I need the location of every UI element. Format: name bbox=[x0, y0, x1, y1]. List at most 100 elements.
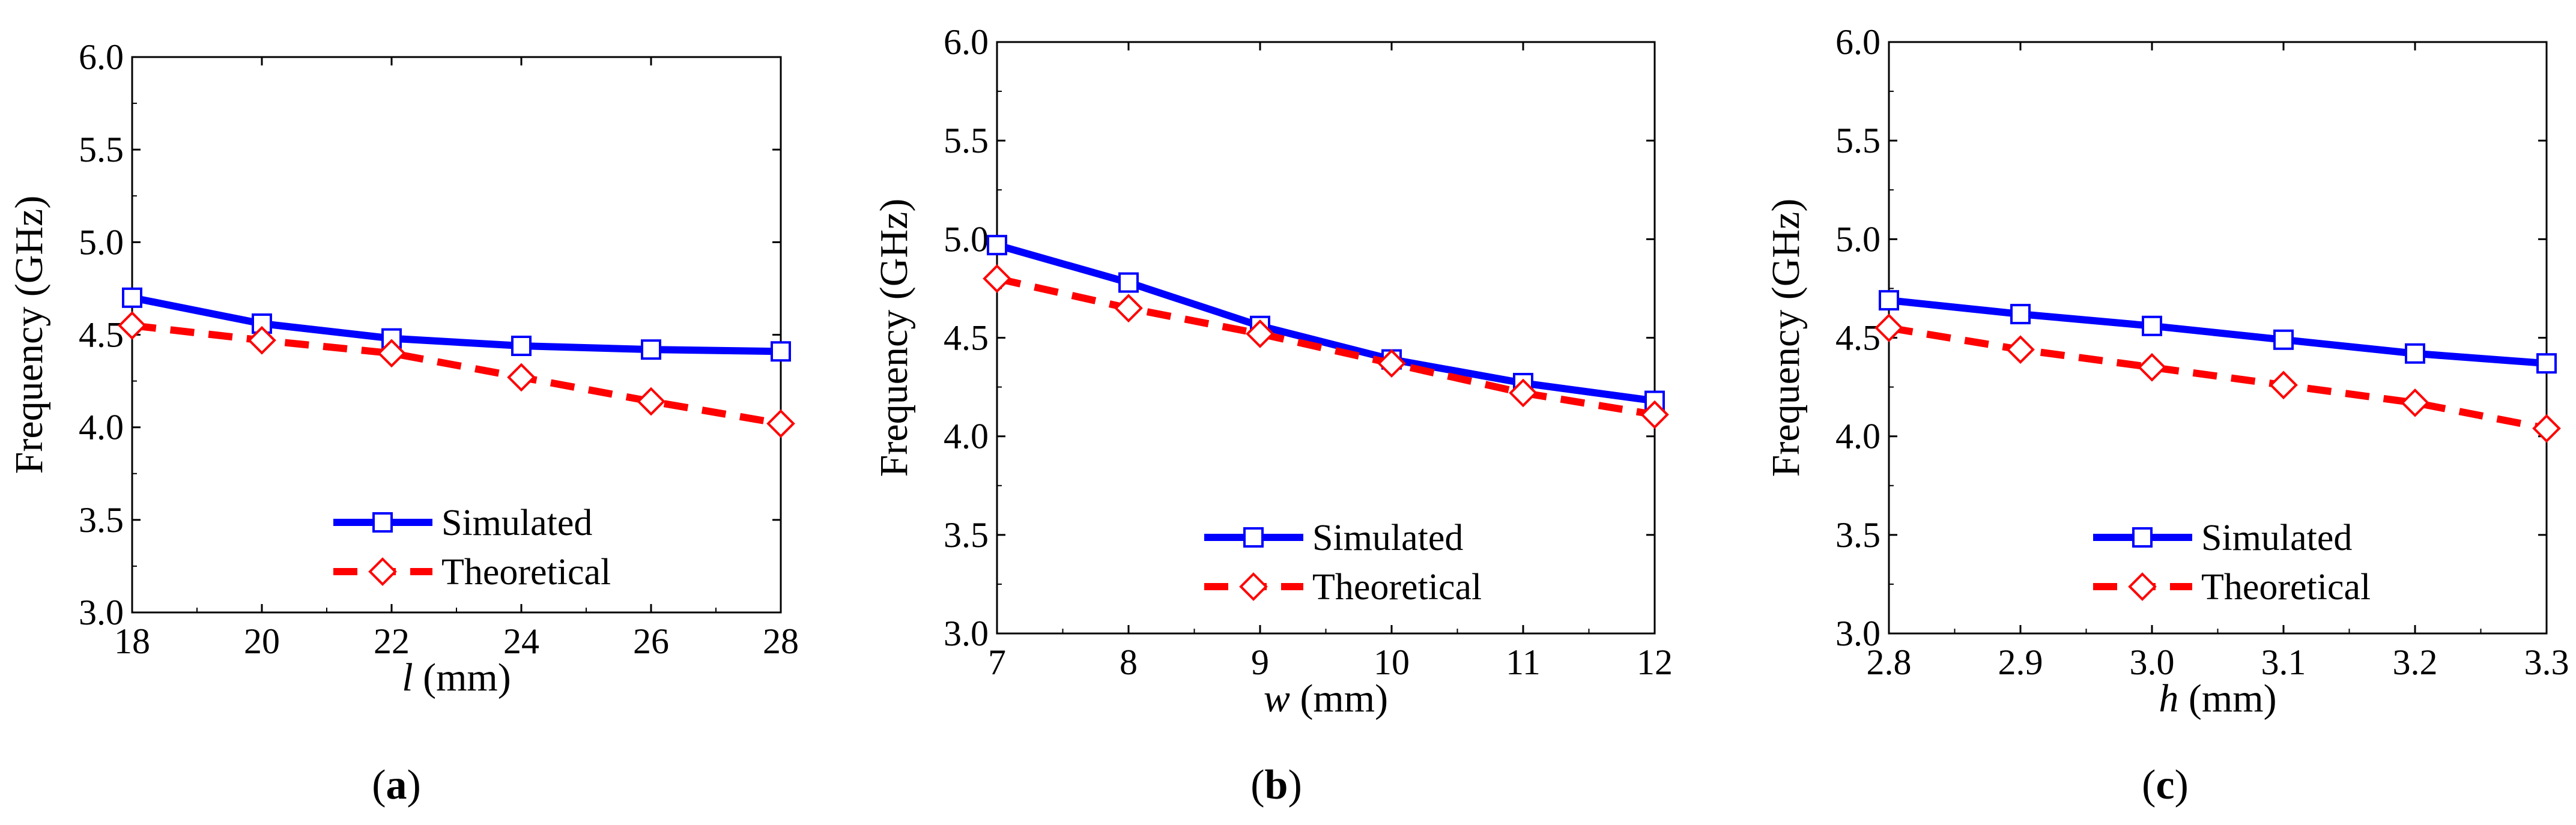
data-point-simulated bbox=[1118, 272, 1139, 293]
x-tick-label: 3.1 bbox=[2261, 642, 2306, 682]
x-tick-label: 3.3 bbox=[2524, 642, 2569, 682]
data-point-theoretical bbox=[637, 387, 665, 416]
series-line-theoretical bbox=[996, 275, 1655, 419]
y-tick-label: 5.0 bbox=[1835, 219, 1880, 259]
x-axis-variable: h bbox=[2159, 677, 2178, 721]
x-axis-unit: (mm) bbox=[413, 656, 511, 700]
data-point-theoretical bbox=[2532, 414, 2561, 443]
x-tick-label: 2.8 bbox=[1867, 642, 1912, 682]
series-line-simulated bbox=[1888, 297, 2547, 367]
y-tick-label: 5.5 bbox=[944, 121, 989, 160]
y-tick-label: 6.0 bbox=[79, 37, 124, 77]
chart-panel-a: 3.0 3.5 4.0 4.5 5.0 5.5 6.0 18 20 22 24 26 28 Frequen… bbox=[7, 37, 799, 808]
x-tick-label: 18 bbox=[114, 621, 150, 661]
x-axis-variable: w bbox=[1264, 677, 1290, 721]
legend-marker-theoretical bbox=[1239, 572, 1268, 601]
data-point-theoretical bbox=[2006, 335, 2035, 364]
data-point-simulated bbox=[122, 287, 142, 308]
y-tick-label: 5.0 bbox=[79, 222, 124, 262]
x-tick-label: 11 bbox=[1506, 642, 1541, 682]
y-axis-label: Frequency (GHz) bbox=[872, 199, 916, 477]
panel-label-letter: c bbox=[2156, 762, 2174, 808]
legend-marker-simulated bbox=[2132, 527, 2153, 548]
data-point-theoretical bbox=[1246, 319, 1274, 348]
data-point-simulated bbox=[2273, 329, 2294, 350]
x-axis-label: h (mm) bbox=[2159, 677, 2276, 721]
chart-panel-b: 3.0 3.5 4.0 4.5 5.0 5.5 6.0 7 8 9 10 11 12 Frequency … bbox=[872, 22, 1673, 808]
x-tick-label: 24 bbox=[503, 621, 539, 661]
x-tick-label: 12 bbox=[1637, 642, 1673, 682]
panel-label: (c) bbox=[2142, 762, 2189, 808]
legend-label-simulated: Simulated bbox=[1312, 518, 1463, 558]
x-axis-label: w (mm) bbox=[1264, 677, 1388, 721]
series-line-simulated bbox=[996, 241, 1655, 405]
data-point-theoretical bbox=[118, 311, 147, 340]
x-axis-unit: (mm) bbox=[2178, 677, 2276, 721]
data-point-simulated bbox=[2010, 304, 2031, 325]
data-point-simulated bbox=[641, 339, 661, 360]
legend-marker-simulated bbox=[372, 512, 393, 533]
legend-label-simulated: Simulated bbox=[441, 503, 592, 543]
panel-label-open: ( bbox=[2142, 762, 2156, 808]
data-point-simulated bbox=[987, 235, 1007, 256]
data-point-simulated bbox=[1879, 290, 1899, 311]
y-tick-label: 4.0 bbox=[944, 417, 989, 456]
chart-panel-c: 3.0 3.5 4.0 4.5 5.0 5.5 6.0 2.8 2.9 3.0 3.1 3.2 3.3 F… bbox=[1764, 22, 2569, 808]
legend-marker-simulated bbox=[1243, 527, 1264, 548]
data-point-theoretical bbox=[2401, 388, 2429, 417]
legend-marker-theoretical bbox=[2128, 572, 2157, 601]
data-point-theoretical bbox=[1114, 294, 1143, 323]
x-tick-label: 22 bbox=[374, 621, 410, 661]
series-line-simulated bbox=[131, 294, 781, 355]
y-tick-label: 4.0 bbox=[79, 408, 124, 447]
panel-label-letter: a bbox=[386, 762, 407, 808]
x-tick-label: 3.0 bbox=[2130, 642, 2175, 682]
panel-label-close: ) bbox=[407, 762, 421, 808]
x-tick-label: 10 bbox=[1374, 642, 1410, 682]
x-tick-label: 26 bbox=[633, 621, 669, 661]
y-tick-label: 6.0 bbox=[1835, 22, 1880, 62]
y-tick-label: 3.5 bbox=[1835, 515, 1880, 555]
y-tick-label: 5.5 bbox=[1835, 121, 1880, 160]
data-point-theoretical bbox=[1377, 349, 1406, 378]
data-point-theoretical bbox=[377, 339, 406, 368]
panel-label-open: ( bbox=[1250, 762, 1264, 808]
legend-label-theoretical: Theoretical bbox=[441, 552, 611, 593]
series-line-theoretical bbox=[1888, 324, 2548, 432]
y-axis-label: Frequency (GHz) bbox=[7, 196, 51, 474]
x-tick-label: 8 bbox=[1120, 642, 1138, 682]
y-tick-label: 3.0 bbox=[79, 593, 124, 632]
panel-label-letter: b bbox=[1265, 762, 1288, 808]
legend-label-simulated: Simulated bbox=[2201, 518, 2352, 558]
x-tick-label: 2.9 bbox=[1998, 642, 2043, 682]
panel-label-close: ) bbox=[2175, 762, 2189, 808]
data-point-theoretical bbox=[247, 325, 276, 355]
x-axis-label: l (mm) bbox=[402, 656, 511, 700]
data-point-theoretical bbox=[1874, 313, 1903, 342]
data-point-theoretical bbox=[983, 264, 1011, 293]
y-tick-label: 5.5 bbox=[79, 130, 124, 169]
data-point-theoretical bbox=[1509, 378, 1538, 408]
panel-label-open: ( bbox=[372, 762, 386, 808]
x-axis-variable: l bbox=[402, 656, 413, 700]
y-tick-label: 4.5 bbox=[1835, 318, 1880, 358]
x-tick-label: 20 bbox=[244, 621, 280, 661]
x-tick-label: 3.2 bbox=[2393, 642, 2438, 682]
y-tick-label: 3.5 bbox=[79, 500, 124, 540]
panel-label: (a) bbox=[372, 762, 421, 808]
x-tick-label: 28 bbox=[763, 621, 799, 661]
series-line-theoretical bbox=[132, 322, 782, 428]
data-point-simulated bbox=[2142, 315, 2162, 336]
data-point-theoretical bbox=[507, 363, 536, 392]
x-tick-label: 9 bbox=[1251, 642, 1269, 682]
data-point-theoretical bbox=[2138, 352, 2166, 382]
y-tick-label: 5.0 bbox=[944, 219, 989, 259]
panel-label: (b) bbox=[1250, 762, 1302, 808]
legend-marker-theoretical bbox=[368, 557, 397, 586]
data-point-simulated bbox=[2536, 353, 2557, 374]
y-tick-label: 4.5 bbox=[79, 315, 124, 355]
y-tick-label: 3.0 bbox=[944, 614, 989, 653]
y-tick-label: 4.5 bbox=[944, 318, 989, 358]
data-point-theoretical bbox=[766, 409, 795, 438]
panel-label-close: ) bbox=[1288, 762, 1302, 808]
